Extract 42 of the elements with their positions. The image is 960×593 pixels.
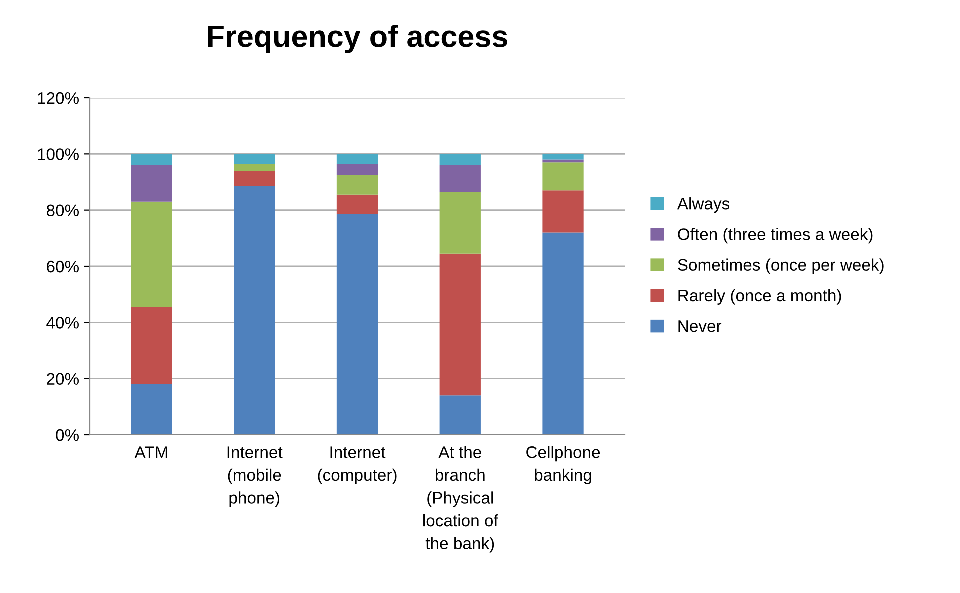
y-tick-label: 60% (47, 260, 79, 273)
y-tick-label: 0% (56, 429, 79, 442)
bar (440, 165, 481, 192)
legend-label: Sometimes (once per week) (678, 258, 884, 274)
x-tick-label: At the branch (Physical location of the bank) (424, 446, 498, 553)
y-tick-label: 20% (47, 373, 79, 386)
legend-label: Rarely (once a month) (678, 289, 842, 305)
bar (336, 164, 378, 176)
x-tick-label: Internet (computer) (318, 446, 397, 484)
x-tick-label: Internet (mobile phone) (228, 446, 283, 508)
x-tick-label: ATM (134, 446, 168, 458)
bar (336, 175, 378, 195)
bar (234, 154, 276, 164)
bar (336, 194, 378, 215)
bar (234, 171, 276, 186)
bar (440, 396, 481, 435)
bar (131, 307, 172, 384)
y-tick-label: 80% (46, 204, 79, 217)
bar (131, 384, 172, 435)
legend-label: Always (677, 198, 730, 214)
bar (131, 165, 172, 202)
legend-label: Often (three times a week) (678, 228, 873, 244)
bar (336, 214, 378, 435)
legend-label: Never (678, 320, 722, 332)
y-tick-label: 40% (46, 317, 79, 329)
bar (542, 162, 584, 191)
bar (336, 154, 378, 164)
bar (440, 254, 481, 396)
bar (234, 186, 276, 435)
bar (440, 154, 481, 166)
bar (542, 160, 584, 163)
chart-title: Frequency of access (208, 25, 508, 54)
bar (542, 154, 584, 160)
bar (440, 192, 481, 254)
y-tick-label: 100% (38, 148, 79, 160)
bar (234, 164, 276, 172)
y-tick-label: 120% (38, 92, 79, 104)
bar (131, 154, 172, 166)
bar (131, 202, 172, 308)
bar (542, 232, 584, 435)
bar (542, 190, 584, 233)
x-tick-label: Cellphone banking (526, 446, 600, 484)
